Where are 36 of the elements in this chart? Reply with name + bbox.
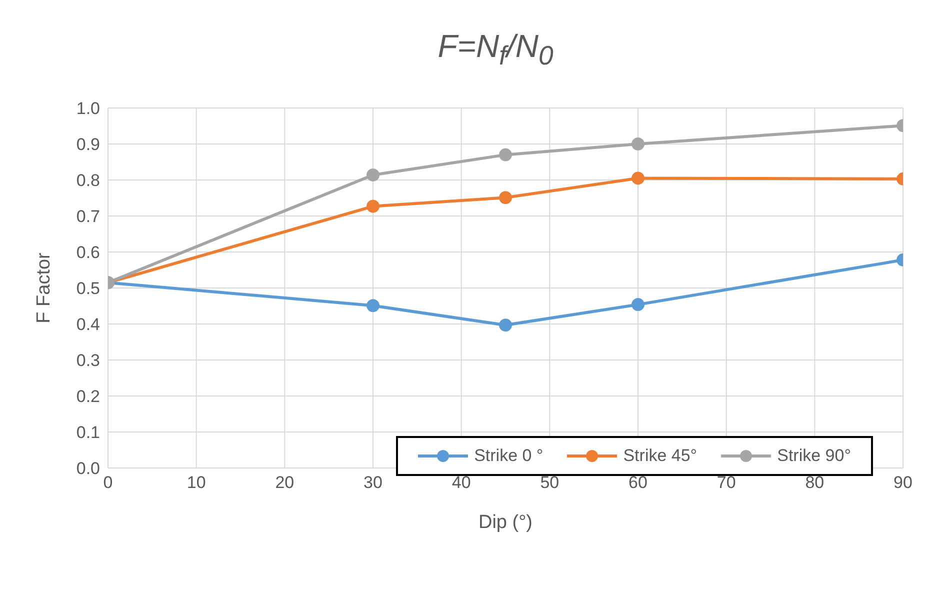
- x-tick-label: 70: [716, 473, 736, 492]
- point: [499, 191, 512, 204]
- x-tick-label: 60: [628, 473, 648, 492]
- y-tick-label: 0.4: [76, 315, 100, 334]
- y-tick-label: 0.8: [76, 171, 100, 190]
- x-tick-label: 0: [103, 473, 113, 492]
- y-tick-label: 0.1: [76, 423, 100, 442]
- legend-label: Strike 45°: [623, 446, 698, 466]
- point: [366, 299, 380, 312]
- point: [366, 168, 380, 182]
- x-tick-label: 80: [805, 473, 824, 492]
- y-tick-label: 1.0: [76, 99, 100, 118]
- y-tick-label: 0.5: [76, 279, 100, 298]
- y-tick-label: 0.7: [76, 207, 100, 226]
- chart-title: F=N$_{f}$/N$_{0}$: [436, 27, 554, 72]
- legend-label: Strike 90°: [777, 446, 851, 466]
- y-tick-label: 0.0: [76, 459, 100, 478]
- x-tick-label: 20: [275, 473, 294, 492]
- point: [499, 318, 512, 332]
- x-tick-label: 50: [540, 473, 560, 492]
- x-tick-label: 30: [364, 473, 382, 492]
- point: [366, 200, 380, 213]
- y-tick-label: 0.9: [76, 135, 100, 154]
- point: [632, 138, 644, 150]
- point: [632, 172, 644, 185]
- legend-label: Strike 0 °: [474, 446, 544, 466]
- point: [632, 298, 644, 312]
- y-tick-label: 0.3: [76, 351, 100, 370]
- x-tick-label: 90: [894, 473, 912, 492]
- y-tick-label: 0.2: [76, 387, 100, 406]
- x-tick-label: 10: [186, 473, 206, 492]
- y-tick-label: 0.6: [76, 243, 100, 262]
- y-axis-title: F Factor: [34, 252, 55, 324]
- x-tick-label: 40: [452, 473, 471, 492]
- x-axis-title: Dip (°): [478, 512, 533, 533]
- point: [499, 148, 512, 162]
